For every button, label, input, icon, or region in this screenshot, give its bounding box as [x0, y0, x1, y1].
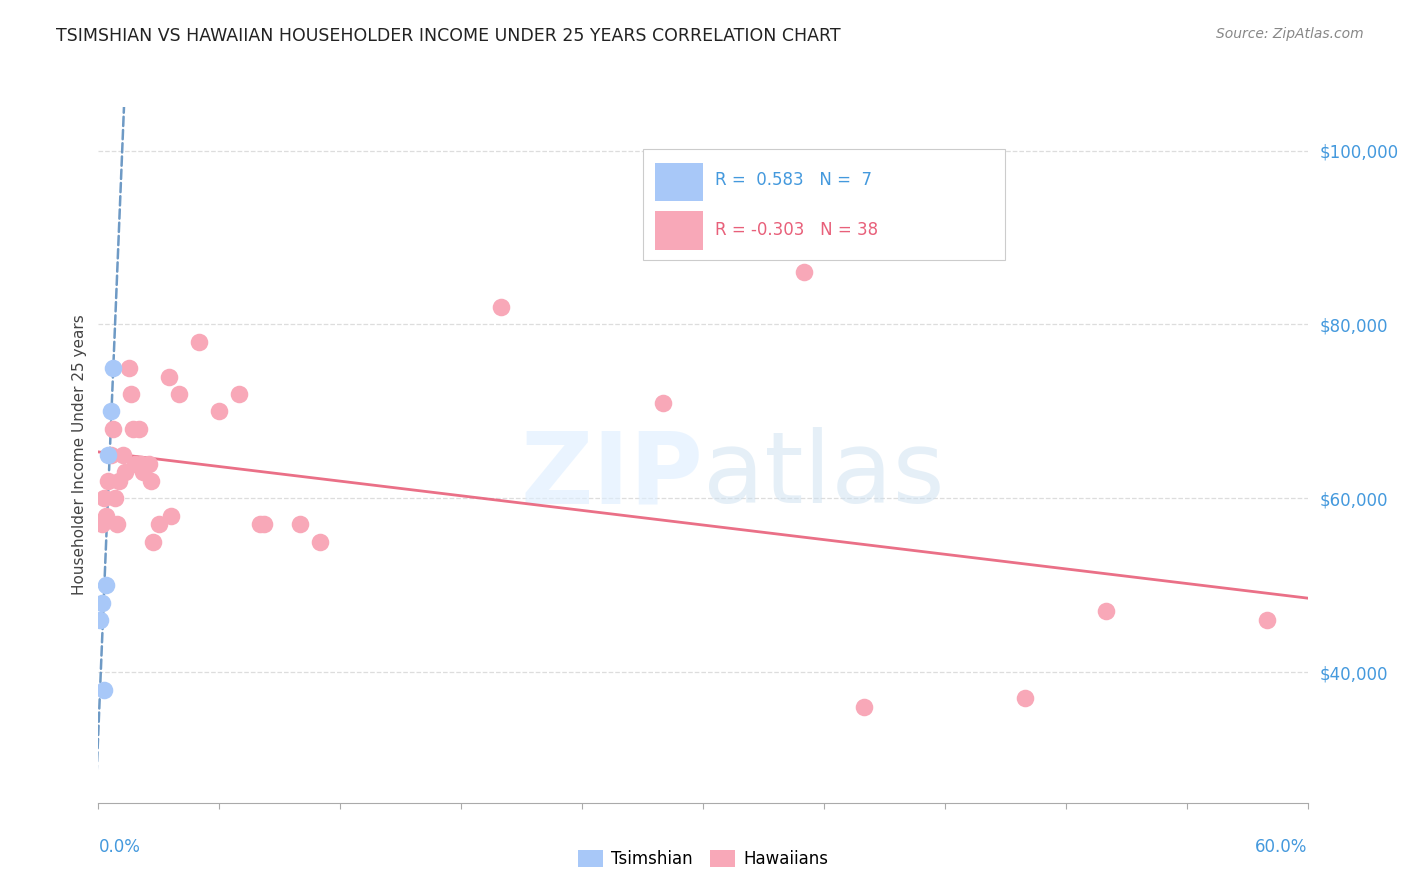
Point — [96, 578, 118, 592]
Point — [132, 466, 155, 480]
Point — [491, 300, 513, 314]
Text: R = -0.303   N = 38: R = -0.303 N = 38 — [716, 221, 879, 239]
Point — [651, 396, 673, 410]
Point — [142, 535, 165, 549]
Point — [139, 474, 162, 488]
Point — [111, 448, 134, 462]
Text: 60.0%: 60.0% — [1256, 838, 1308, 856]
Point — [121, 422, 143, 436]
Point — [89, 613, 111, 627]
FancyBboxPatch shape — [655, 162, 703, 201]
Text: TSIMSHIAN VS HAWAIIAN HOUSEHOLDER INCOME UNDER 25 YEARS CORRELATION CHART: TSIMSHIAN VS HAWAIIAN HOUSEHOLDER INCOME… — [56, 27, 841, 45]
Point — [93, 682, 115, 697]
Point — [124, 457, 146, 471]
Point — [118, 361, 141, 376]
Point — [309, 535, 332, 549]
Text: ZIP: ZIP — [520, 427, 703, 524]
Point — [1095, 605, 1118, 619]
Point — [228, 387, 250, 401]
Point — [97, 448, 120, 462]
Point — [853, 700, 876, 714]
Point — [97, 474, 120, 488]
Point — [120, 387, 142, 401]
Point — [148, 517, 170, 532]
Point — [793, 265, 815, 279]
Point — [160, 508, 183, 523]
Point — [107, 474, 129, 488]
Point — [91, 517, 114, 532]
Point — [103, 491, 125, 506]
Point — [157, 369, 180, 384]
FancyBboxPatch shape — [643, 149, 1005, 260]
Point — [101, 422, 124, 436]
Point — [249, 517, 271, 532]
Point — [93, 491, 115, 506]
FancyBboxPatch shape — [655, 211, 703, 250]
Point — [208, 404, 231, 418]
Text: 0.0%: 0.0% — [98, 838, 141, 856]
Y-axis label: Householder Income Under 25 years: Householder Income Under 25 years — [72, 315, 87, 595]
Point — [96, 508, 118, 523]
Point — [1014, 691, 1036, 706]
Point — [100, 448, 122, 462]
Point — [128, 422, 150, 436]
Point — [101, 361, 124, 376]
Point — [138, 457, 160, 471]
Point — [1256, 613, 1278, 627]
Text: Source: ZipAtlas.com: Source: ZipAtlas.com — [1216, 27, 1364, 41]
Legend: Tsimshian, Hawaiians: Tsimshian, Hawaiians — [571, 843, 835, 875]
Point — [167, 387, 190, 401]
Point — [100, 404, 122, 418]
Point — [91, 596, 114, 610]
Text: atlas: atlas — [703, 427, 945, 524]
Point — [114, 466, 136, 480]
Text: R =  0.583   N =  7: R = 0.583 N = 7 — [716, 171, 872, 189]
Point — [288, 517, 311, 532]
Point — [188, 334, 211, 349]
Point — [129, 457, 152, 471]
Point — [253, 517, 276, 532]
Point — [105, 517, 128, 532]
